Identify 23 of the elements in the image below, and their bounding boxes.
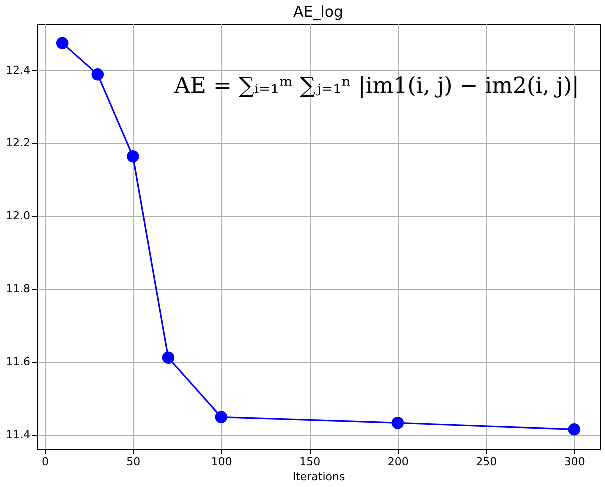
x-tick-label: 0 [42,456,49,468]
point [162,352,175,364]
point [215,411,228,424]
y-tick-label: 11.4 [6,428,30,442]
x-tick-label: 200 [388,456,409,468]
x-tick-label: 50 [126,456,141,468]
point [56,37,69,50]
y-tick-label: 12.2 [6,136,30,150]
point [392,417,404,430]
chart-title: AE_log [293,3,344,21]
x-tick-label: 150 [300,456,321,468]
y-tick-label: 11.6 [6,355,30,368]
x-axis-title: Iterations [292,470,346,484]
y-tick-label: 12.0 [6,210,30,223]
point [92,68,104,81]
point [568,424,581,436]
y-tick-label: 11.8 [6,282,30,296]
x-tick-label: 300 [564,456,586,468]
y-tick-label: 12.4 [6,64,30,77]
annotation: AE = ∑ᵢ₌₁ᵐ ∑ⱼ₌₁ⁿ |im1(i, j) − im2(i, j)| [174,74,580,99]
x-tick-label: 250 [476,456,498,468]
x-tick-label: 100 [211,456,232,468]
point [127,150,140,163]
